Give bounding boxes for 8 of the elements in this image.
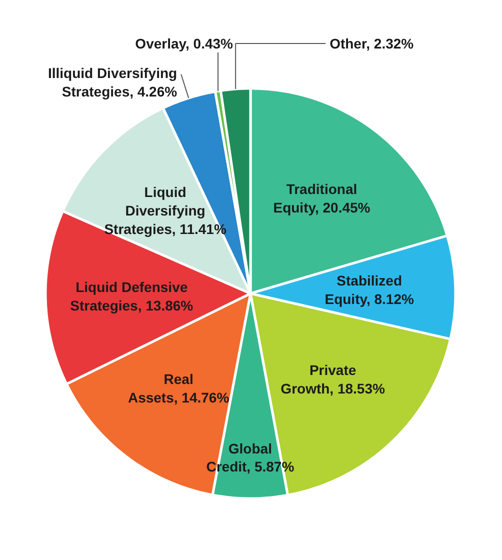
slice-label: Other, 2.32% (330, 36, 414, 52)
slice-label: Overlay, 0.43% (135, 36, 234, 52)
slice-label: Liquid Defensive Strategies, 13.86% (70, 278, 194, 314)
slice-label: Real Assets, 14.76% (128, 370, 230, 406)
slice-label: Traditional Equity, 20.45% (273, 181, 371, 216)
slice-label: Stabilized Equity, 8.12% (324, 272, 415, 308)
slice-label: Illiquid Diversifying Strategies, 4.26% (48, 65, 178, 100)
slice-label: Private Growth, 18.53% (280, 362, 386, 397)
